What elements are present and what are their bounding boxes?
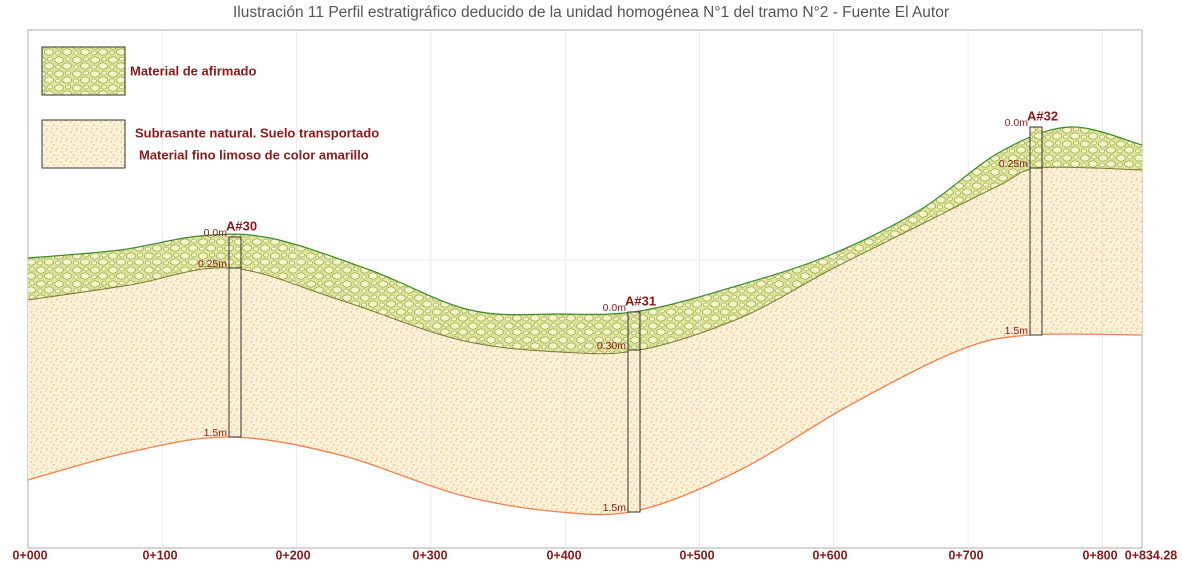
depth-label: 0.30m: [597, 340, 626, 352]
borehole: [627, 349, 641, 513]
subgrade-layer: [28, 167, 1142, 515]
legend-label: Material fino limoso de color amarillo: [139, 147, 369, 162]
station-label: 0+800: [1082, 548, 1117, 562]
legend-swatch: [41, 46, 126, 96]
station-label: 0+200: [275, 548, 310, 562]
station-label: 0+500: [679, 548, 714, 562]
borehole-top: [228, 236, 242, 269]
legend-label: Subrasante natural. Suelo transportado: [135, 125, 379, 140]
borehole: [1029, 167, 1043, 336]
station-label: 0+400: [546, 548, 581, 562]
station-label: 0+300: [412, 548, 447, 562]
depth-label: 1.5m: [204, 427, 228, 439]
borehole-name: A#32: [1027, 108, 1058, 123]
station-label: 0+000: [12, 548, 47, 562]
depth-label: 0.0m: [1005, 117, 1029, 129]
station-label: 0+700: [948, 548, 983, 562]
station-label: 0+834.28: [1125, 548, 1178, 562]
depth-label: 0.25m: [198, 258, 227, 270]
borehole: [228, 267, 242, 438]
title: Ilustración 11 Perfil estratigráfico ded…: [233, 4, 949, 21]
borehole-top: [627, 311, 641, 351]
depth-label: 0.0m: [603, 302, 627, 314]
depth-label: 1.5m: [1005, 325, 1029, 337]
borehole-name: A#30: [226, 218, 257, 233]
borehole-top: [1029, 126, 1043, 169]
legend-swatch: [41, 119, 126, 169]
bottom-line: [27, 333, 1143, 516]
legend-label: Material de afirmado: [130, 63, 256, 78]
station-label: 0+600: [812, 548, 847, 562]
depth-label: 1.5m: [603, 502, 627, 514]
station-label: 0+100: [142, 548, 177, 562]
borehole-name: A#31: [625, 293, 656, 308]
depth-label: 0.25m: [999, 158, 1028, 170]
drawing: Material de afirmado Subrasante natural. …: [12, 30, 1177, 562]
depth-label: 0.0m: [204, 227, 228, 239]
ground-line: [27, 126, 1143, 316]
